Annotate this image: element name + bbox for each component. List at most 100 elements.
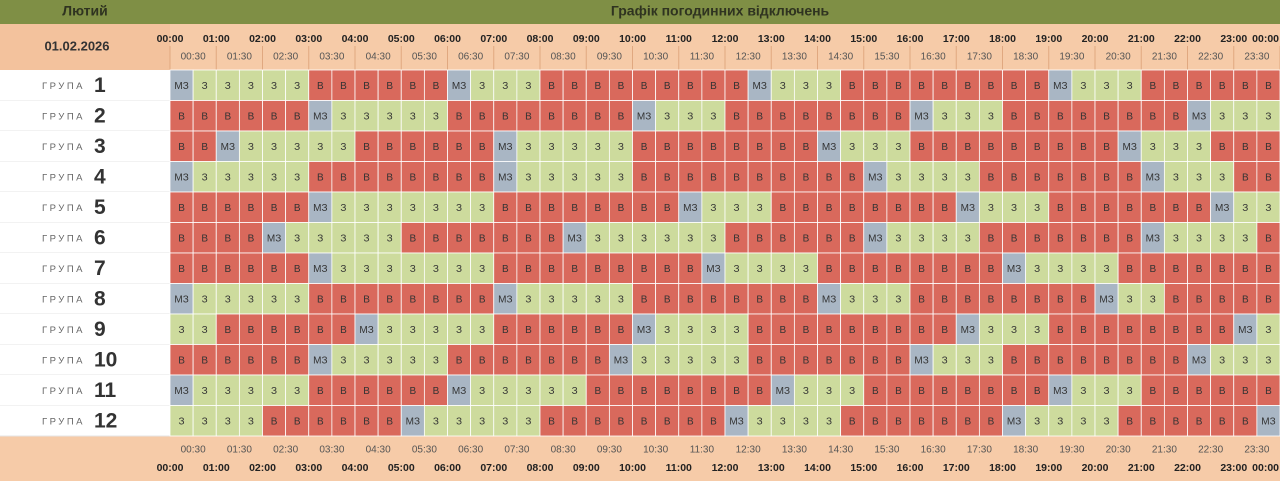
- cell-status: З: [895, 142, 901, 153]
- cell-status: В: [733, 81, 740, 92]
- cell-status: МЗ: [729, 416, 743, 427]
- cell-status: В: [1219, 416, 1226, 427]
- cell-status: В: [1034, 142, 1041, 153]
- group-label: ГРУПА: [42, 81, 85, 92]
- cell-status: З: [202, 325, 208, 336]
- cell-status: В: [618, 111, 625, 122]
- cell-status: З: [1080, 264, 1086, 275]
- cell-status: З: [803, 416, 809, 427]
- cell-status: В: [456, 233, 463, 244]
- cell-status: З: [757, 264, 763, 275]
- cell-status: В: [872, 264, 879, 275]
- cell-status: В: [872, 111, 879, 122]
- cell-status: В: [525, 325, 532, 336]
- cell-status: В: [1242, 81, 1249, 92]
- cell-status: В: [710, 294, 717, 305]
- cell-status: В: [224, 111, 231, 122]
- cell-status: З: [826, 386, 832, 397]
- cell-status: В: [1080, 294, 1087, 305]
- cell-status: З: [1265, 203, 1271, 214]
- cell-status: З: [895, 294, 901, 305]
- cell-status: З: [479, 81, 485, 92]
- cell-status: З: [248, 416, 254, 427]
- cell-status: В: [1103, 172, 1110, 183]
- group-label: ГРУПА: [42, 416, 85, 427]
- cell-status: В: [1057, 111, 1064, 122]
- cell-status: В: [294, 264, 301, 275]
- cell-status: МЗ: [1099, 294, 1113, 305]
- cell-status: В: [641, 203, 648, 214]
- cell-status: В: [1265, 142, 1272, 153]
- cell-status: МЗ: [313, 264, 327, 275]
- cell-status: З: [549, 142, 555, 153]
- group-header: [0, 314, 170, 345]
- cell-status: В: [988, 81, 995, 92]
- cell-status: В: [1219, 264, 1226, 275]
- cell-status: В: [294, 203, 301, 214]
- half-hour-label: 17:30: [967, 445, 992, 456]
- cell-status: З: [595, 142, 601, 153]
- cell-status: З: [1127, 386, 1133, 397]
- cell-status: В: [571, 355, 578, 366]
- cell-status: З: [479, 416, 485, 427]
- half-hour-label: 06:30: [458, 445, 483, 456]
- cell-status: В: [941, 416, 948, 427]
- cell-status: В: [386, 142, 393, 153]
- hour-label: 11:00: [666, 33, 692, 45]
- hour-label: 21:00: [1128, 33, 1155, 45]
- cell-status: В: [1011, 386, 1018, 397]
- cell-status: З: [225, 172, 231, 183]
- cell-status: З: [1265, 355, 1271, 366]
- cell-status: В: [918, 81, 925, 92]
- cell-status: З: [340, 142, 346, 153]
- half-hour-label: 12:30: [736, 445, 761, 456]
- hour-label: 23:00: [1220, 462, 1247, 474]
- cell-status: В: [571, 325, 578, 336]
- group-header: [0, 70, 170, 101]
- group-number: 3: [94, 135, 106, 158]
- cell-status: З: [479, 264, 485, 275]
- hour-label: 17:00: [943, 462, 970, 474]
- cell-status: В: [340, 325, 347, 336]
- cell-status: В: [779, 355, 786, 366]
- cell-status: З: [895, 172, 901, 183]
- cell-status: В: [664, 203, 671, 214]
- cell-status: В: [779, 233, 786, 244]
- cell-status: В: [1080, 203, 1087, 214]
- cell-status: В: [1011, 172, 1018, 183]
- half-hour-label: 23:30: [1244, 52, 1269, 63]
- cell-status: В: [1103, 233, 1110, 244]
- cell-status: З: [1173, 142, 1179, 153]
- group-header: [0, 161, 170, 192]
- cell-status: В: [641, 386, 648, 397]
- cell-status: В: [409, 172, 416, 183]
- cell-status: З: [1011, 203, 1017, 214]
- cell-status: МЗ: [313, 355, 327, 366]
- cell-status: В: [456, 172, 463, 183]
- cell-status: В: [710, 416, 717, 427]
- cell-status: З: [364, 203, 370, 214]
- cell-status: З: [225, 81, 231, 92]
- cell-status: З: [919, 172, 925, 183]
- hour-label: 02:00: [249, 462, 276, 474]
- cell-status: В: [1265, 294, 1272, 305]
- cell-status: В: [1219, 325, 1226, 336]
- cell-status: В: [849, 355, 856, 366]
- cell-status: З: [942, 111, 948, 122]
- cell-status: З: [1034, 416, 1040, 427]
- cell-status: МЗ: [1238, 325, 1252, 336]
- cell-status: З: [595, 233, 601, 244]
- cell-status: В: [988, 142, 995, 153]
- cell-status: В: [918, 416, 925, 427]
- cell-status: З: [410, 203, 416, 214]
- cell-status: В: [1080, 325, 1087, 336]
- group-label: ГРУПА: [42, 294, 85, 305]
- cell-status: В: [1126, 172, 1133, 183]
- cell-status: З: [202, 172, 208, 183]
- cell-status: В: [1173, 111, 1180, 122]
- cell-status: З: [849, 294, 855, 305]
- half-hour-label: 04:30: [366, 445, 391, 456]
- cell-status: В: [248, 233, 255, 244]
- cell-status: В: [1103, 142, 1110, 153]
- cell-status: В: [594, 386, 601, 397]
